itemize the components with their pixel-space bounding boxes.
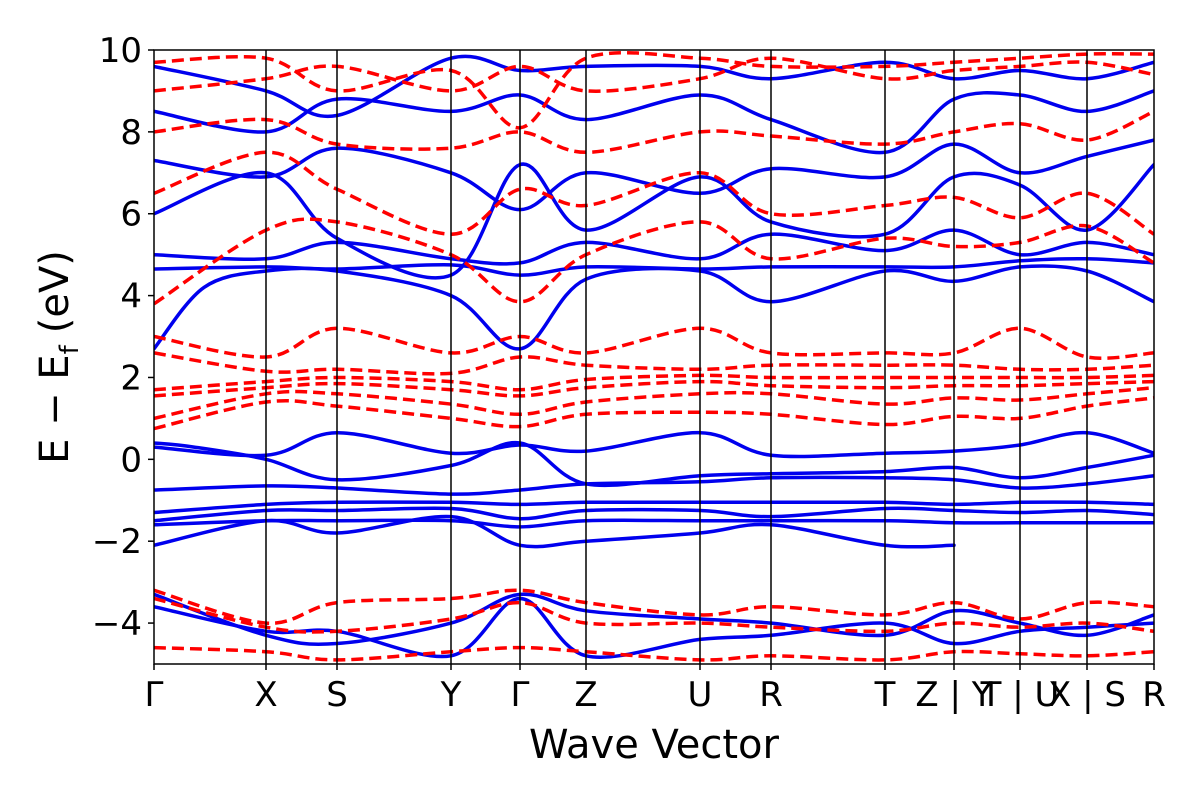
dashed-band-3: [154, 373, 1154, 392]
solid-band-0: [154, 514, 956, 549]
solid-band-14: [154, 592, 1154, 647]
y-tick-label: 10: [99, 31, 142, 71]
dashed-band-0: [154, 396, 1154, 431]
dashed-band-9: [154, 56, 1154, 93]
solid-band-5: [154, 441, 1154, 488]
y-axis-label-unit: (eV): [32, 250, 78, 333]
dashed-band-5: [154, 326, 1154, 360]
kpoint-label: R: [759, 675, 783, 715]
solid-band-4: [154, 473, 1154, 496]
plot-frame: [153, 49, 1155, 665]
solid-band-12: [154, 89, 1154, 155]
kpoint-separators: [265, 50, 1088, 664]
y-axis-label: E − Ef (eV): [32, 250, 85, 464]
solid-band-15: [154, 596, 1154, 659]
y-axis-label-main: E − E: [32, 354, 78, 464]
kpoint-label: T | U: [980, 675, 1060, 715]
dashed-band-2: [154, 379, 1154, 398]
kpoint-label: X: [254, 675, 277, 715]
kpoint-label: S: [326, 675, 348, 715]
kpoint-label: Z: [574, 675, 597, 715]
y-axis: −4 −2 0 2 4 6 8 10: [92, 31, 154, 644]
solid-band-9: [154, 228, 1154, 266]
kpoint-label: X | S: [1048, 675, 1126, 715]
kpoint-label: Y: [440, 675, 462, 715]
y-tick-label: 2: [120, 358, 142, 398]
solid-band-8: [154, 256, 1154, 277]
y-tick-label: −4: [92, 604, 142, 644]
dashed-band-4: [154, 351, 1154, 376]
x-axis-label: Wave Vector: [529, 722, 780, 768]
y-tick-label: −2: [92, 522, 142, 562]
y-tick-label: 8: [120, 113, 142, 153]
bands-layer: [154, 50, 1154, 662]
kpoint-label: U: [688, 675, 713, 715]
y-tick-label: 0: [120, 440, 142, 480]
kpoint-label: T: [874, 675, 896, 715]
kpoint-label: Z | Y: [915, 675, 992, 715]
solid-band-7: [154, 264, 1154, 351]
dashed-band-8: [154, 109, 1154, 155]
dashed-band-11: [154, 588, 1154, 625]
solid-band-6: [154, 430, 1154, 459]
x-axis: Γ X S Y Γ Z U R T Z | YT | UX | S R: [145, 664, 1166, 715]
y-tick-label: 4: [120, 277, 142, 317]
kpoint-label: R: [1142, 675, 1166, 715]
y-axis-label-subscript: f: [55, 344, 85, 354]
dashed-band-7: [154, 150, 1154, 236]
y-tick-label: 6: [120, 195, 142, 235]
kpoint-label: Γ: [145, 675, 164, 715]
solid-band-13: [154, 54, 1154, 119]
kpoint-label: Γ: [511, 675, 530, 715]
